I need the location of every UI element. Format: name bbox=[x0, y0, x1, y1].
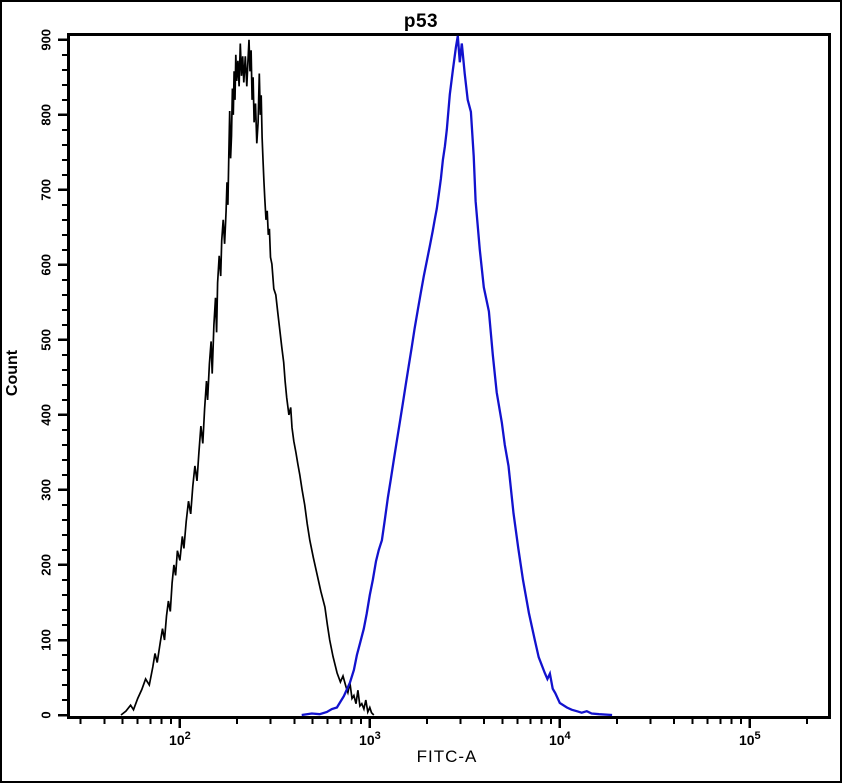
y-tick-label: 800 bbox=[38, 104, 53, 126]
y-tick-label: 600 bbox=[38, 254, 53, 276]
y-tick-label: 700 bbox=[38, 179, 53, 201]
x-tick-label: 104 bbox=[549, 730, 572, 748]
black-histogram-curve bbox=[120, 39, 375, 716]
y-tick-label: 0 bbox=[38, 711, 53, 718]
x-tick-label: 105 bbox=[739, 730, 761, 748]
x-tick-label: 102 bbox=[169, 730, 191, 748]
y-tick-label: 200 bbox=[38, 554, 53, 576]
y-axis-ticks bbox=[58, 38, 67, 717]
y-tick-label: 900 bbox=[38, 29, 53, 51]
x-axis-tick-labels: 102 103 104 105 bbox=[169, 730, 761, 748]
x-axis-ticks bbox=[79, 719, 808, 728]
chart-title: p53 bbox=[403, 11, 439, 32]
y-axis-tick-labels: 0 100 200 300 400 500 600 700 800 900 bbox=[38, 29, 53, 719]
y-axis-title: Count bbox=[4, 349, 21, 397]
x-axis-title: FITC-A bbox=[416, 747, 478, 766]
y-tick-label: 100 bbox=[38, 629, 53, 651]
y-tick-label: 500 bbox=[38, 329, 53, 351]
x-tick-label: 103 bbox=[359, 730, 381, 748]
y-tick-label: 300 bbox=[38, 479, 53, 501]
y-tick-label: 400 bbox=[38, 404, 53, 426]
plot-border bbox=[67, 33, 831, 719]
blue-histogram-curve bbox=[301, 35, 613, 717]
